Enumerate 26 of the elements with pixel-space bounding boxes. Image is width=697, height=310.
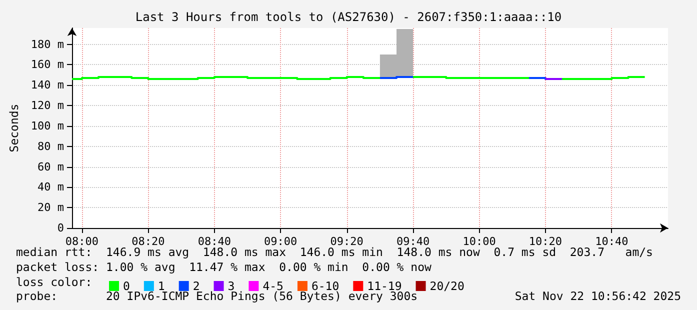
y-tick-label: 140 m [30,78,64,92]
y-tick-label: 80 m [38,140,64,153]
y-tick-label: 60 m [38,160,64,174]
chart-title: Last 3 Hours from tools to (AS27630) - 2607:f350:1:aaaa::10 [135,10,562,24]
x-tick-label: 08:00 [65,235,99,248]
x-tick-label: 08:40 [198,235,231,248]
x-tick-label: 09:40 [396,235,430,248]
x-tick-label: 08:20 [132,235,165,248]
y-tick-label: 20 m [38,201,64,214]
y-tick-label: 180 m [30,38,64,51]
text: Sat Nov 22 10:56:42 2025 [514,289,682,303]
text: median rtt: 146.9 ms avg 148.0 ms max 146.0 ms min 148.0 ms now 0.7 ms sd 203.7 am/s [16,245,653,259]
y-tick-label: 40 m [38,180,64,194]
x-tick-label: 09:00 [264,235,298,248]
y-tick-label: 0 [57,222,64,234]
x-tick-label: 09:20 [330,235,364,248]
y-tick-label: 100 m [30,119,64,132]
text: packet loss: 1.00 % avg 11.47 % max 0.00 % min 0.00 % now [16,260,432,274]
x-tick-label: 10:00 [462,235,496,248]
legend-label: 20/20 [430,279,464,293]
x-tick-label: 10:40 [595,235,628,248]
legend-title: loss color: [16,275,92,289]
y-tick-label: 160 m [30,58,64,72]
y-axis-title: Seconds [7,104,21,152]
x-tick-label: 10:20 [528,235,562,248]
y-tick-label: 120 m [30,99,64,112]
